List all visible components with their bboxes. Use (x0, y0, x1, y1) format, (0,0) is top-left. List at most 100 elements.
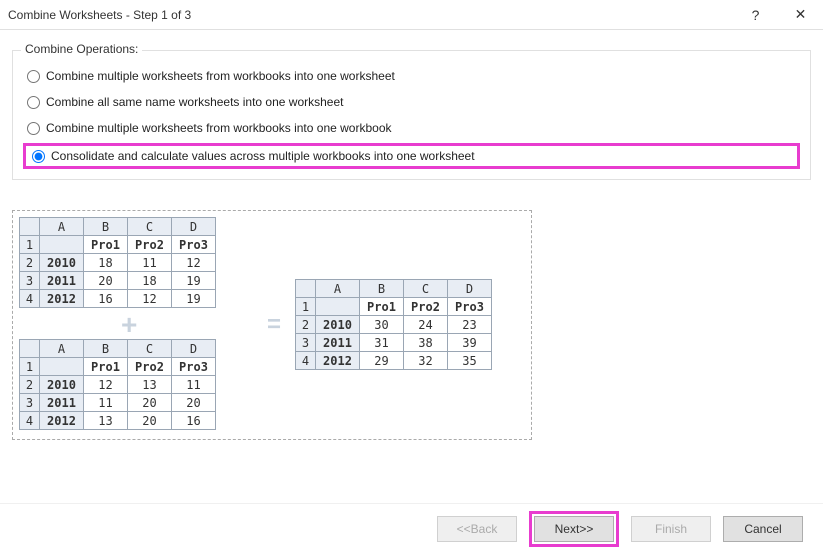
cell (40, 358, 84, 376)
row-num: 1 (296, 298, 316, 316)
cancel-button[interactable]: Cancel (723, 516, 803, 542)
cell: 29 (360, 352, 404, 370)
col-header: B (84, 340, 128, 358)
radio-opt1[interactable] (27, 70, 40, 83)
cell: 12 (128, 290, 172, 308)
option-combine-into-one-workbook[interactable]: Combine multiple worksheets from workboo… (23, 115, 800, 141)
next-button[interactable]: Next>> (534, 516, 614, 542)
option-label: Combine all same name worksheets into on… (46, 95, 343, 109)
content-area: Combine Operations: Combine multiple wor… (0, 30, 823, 503)
col-header: A (40, 340, 84, 358)
col-header: C (128, 218, 172, 236)
cell: 13 (84, 412, 128, 430)
next-button-highlight: Next>> (529, 511, 619, 547)
cell: 35 (448, 352, 492, 370)
cell: 16 (84, 290, 128, 308)
col-header: B (84, 218, 128, 236)
col-header: A (40, 218, 84, 236)
option-label: Combine multiple worksheets from workboo… (46, 121, 392, 135)
cell: 31 (360, 334, 404, 352)
option-label: Consolidate and calculate values across … (51, 149, 475, 163)
cell: 20 (172, 394, 216, 412)
row-num: 1 (20, 236, 40, 254)
cell: 19 (172, 290, 216, 308)
cell: 39 (448, 334, 492, 352)
illustration-result-table: A B C D 1 Pro1 Pro2 Pro3 2 2010 30 24 23… (295, 279, 492, 370)
col-header: D (172, 218, 216, 236)
cell (40, 236, 84, 254)
cell: 2011 (40, 272, 84, 290)
cell: 11 (172, 376, 216, 394)
cell: 12 (84, 376, 128, 394)
button-bar: <<Back Next>> Finish Cancel (0, 503, 823, 553)
cell: Pro1 (84, 358, 128, 376)
radio-opt3[interactable] (27, 122, 40, 135)
col-header: A (316, 280, 360, 298)
cell: 19 (172, 272, 216, 290)
cell: 2010 (316, 316, 360, 334)
combine-operations-group: Combine Operations: Combine multiple wor… (12, 50, 811, 180)
cell: Pro2 (128, 358, 172, 376)
cell: 32 (404, 352, 448, 370)
titlebar: Combine Worksheets - Step 1 of 3 ? ✕ (0, 0, 823, 30)
col-header: D (172, 340, 216, 358)
cell: 2012 (40, 290, 84, 308)
cell: Pro3 (448, 298, 492, 316)
cell: Pro2 (128, 236, 172, 254)
cell: 11 (84, 394, 128, 412)
corner-cell (20, 340, 40, 358)
cell: 2012 (40, 412, 84, 430)
radio-opt2[interactable] (27, 96, 40, 109)
option-label: Combine multiple worksheets from workboo… (46, 69, 395, 83)
cell: 2011 (316, 334, 360, 352)
cell: Pro3 (172, 236, 216, 254)
option-consolidate-calculate[interactable]: Consolidate and calculate values across … (30, 149, 793, 163)
equals-icon: = (267, 311, 281, 339)
cell: 24 (404, 316, 448, 334)
radio-opt4[interactable] (32, 150, 45, 163)
row-num: 4 (20, 412, 40, 430)
cell: 20 (128, 394, 172, 412)
group-label: Combine Operations: (21, 42, 142, 56)
cell: 30 (360, 316, 404, 334)
row-num: 2 (296, 316, 316, 334)
col-header: C (128, 340, 172, 358)
row-num: 1 (20, 358, 40, 376)
col-header: D (448, 280, 492, 298)
row-num: 3 (20, 394, 40, 412)
option-combine-into-one-worksheet[interactable]: Combine multiple worksheets from workboo… (23, 63, 800, 89)
row-num: 2 (20, 376, 40, 394)
illustration-table-1: A B C D 1 Pro1 Pro2 Pro3 2 2010 18 11 12… (19, 217, 216, 308)
cell: 18 (84, 254, 128, 272)
col-header: B (360, 280, 404, 298)
cell: Pro3 (172, 358, 216, 376)
close-button[interactable]: ✕ (778, 0, 823, 30)
corner-cell (296, 280, 316, 298)
row-num: 4 (296, 352, 316, 370)
cell: Pro2 (404, 298, 448, 316)
cell: 23 (448, 316, 492, 334)
row-num: 3 (296, 334, 316, 352)
cell: 2012 (316, 352, 360, 370)
plus-icon: + (121, 309, 137, 341)
row-num: 3 (20, 272, 40, 290)
cell: Pro1 (360, 298, 404, 316)
cell: 2010 (40, 376, 84, 394)
cell: 12 (172, 254, 216, 272)
cell: 20 (128, 412, 172, 430)
cell: 38 (404, 334, 448, 352)
col-header: C (404, 280, 448, 298)
cell: 13 (128, 376, 172, 394)
corner-cell (20, 218, 40, 236)
option-same-name-worksheets[interactable]: Combine all same name worksheets into on… (23, 89, 800, 115)
cell: 2010 (40, 254, 84, 272)
illustration-table-2: A B C D 1 Pro1 Pro2 Pro3 2 2010 12 13 11… (19, 339, 216, 430)
selected-option-highlight: Consolidate and calculate values across … (23, 143, 800, 169)
cell: 16 (172, 412, 216, 430)
cell (316, 298, 360, 316)
cell: Pro1 (84, 236, 128, 254)
cell: 2011 (40, 394, 84, 412)
help-button[interactable]: ? (733, 0, 778, 30)
finish-button: Finish (631, 516, 711, 542)
cell: 18 (128, 272, 172, 290)
